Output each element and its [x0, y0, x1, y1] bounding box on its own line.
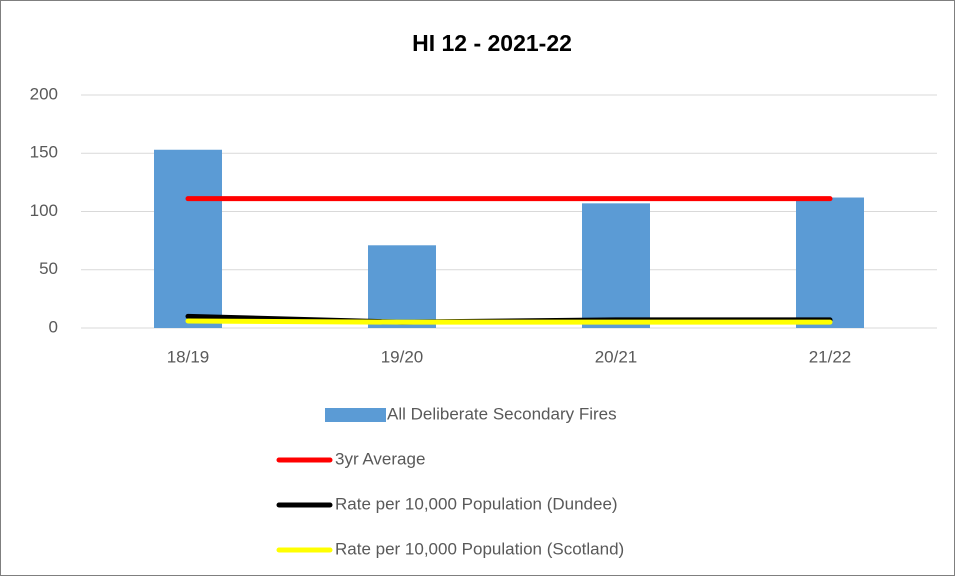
bar	[796, 197, 864, 328]
x-tick-label: 19/20	[381, 347, 424, 366]
bar	[368, 245, 436, 328]
legend-label: Rate per 10,000 Population (Scotland)	[335, 539, 624, 558]
legend-label: 3yr Average	[335, 449, 425, 468]
x-tick-label: 20/21	[595, 347, 638, 366]
y-tick-label: 150	[30, 143, 58, 162]
legend-label: All Deliberate Secondary Fires	[387, 404, 617, 423]
bar	[582, 203, 650, 328]
x-tick-label: 21/22	[809, 347, 852, 366]
chart-title: HI 12 - 2021-22	[412, 30, 572, 56]
line	[185, 318, 833, 325]
y-tick-label: 50	[39, 259, 58, 278]
legend-label: Rate per 10,000 Population (Dundee)	[335, 494, 618, 513]
legend-swatch	[325, 408, 386, 422]
y-tick-label: 200	[30, 84, 58, 103]
x-tick-label: 18/19	[167, 347, 210, 366]
y-tick-label: 0	[49, 317, 58, 336]
y-tick-label: 100	[30, 201, 58, 220]
bar	[154, 149, 222, 328]
